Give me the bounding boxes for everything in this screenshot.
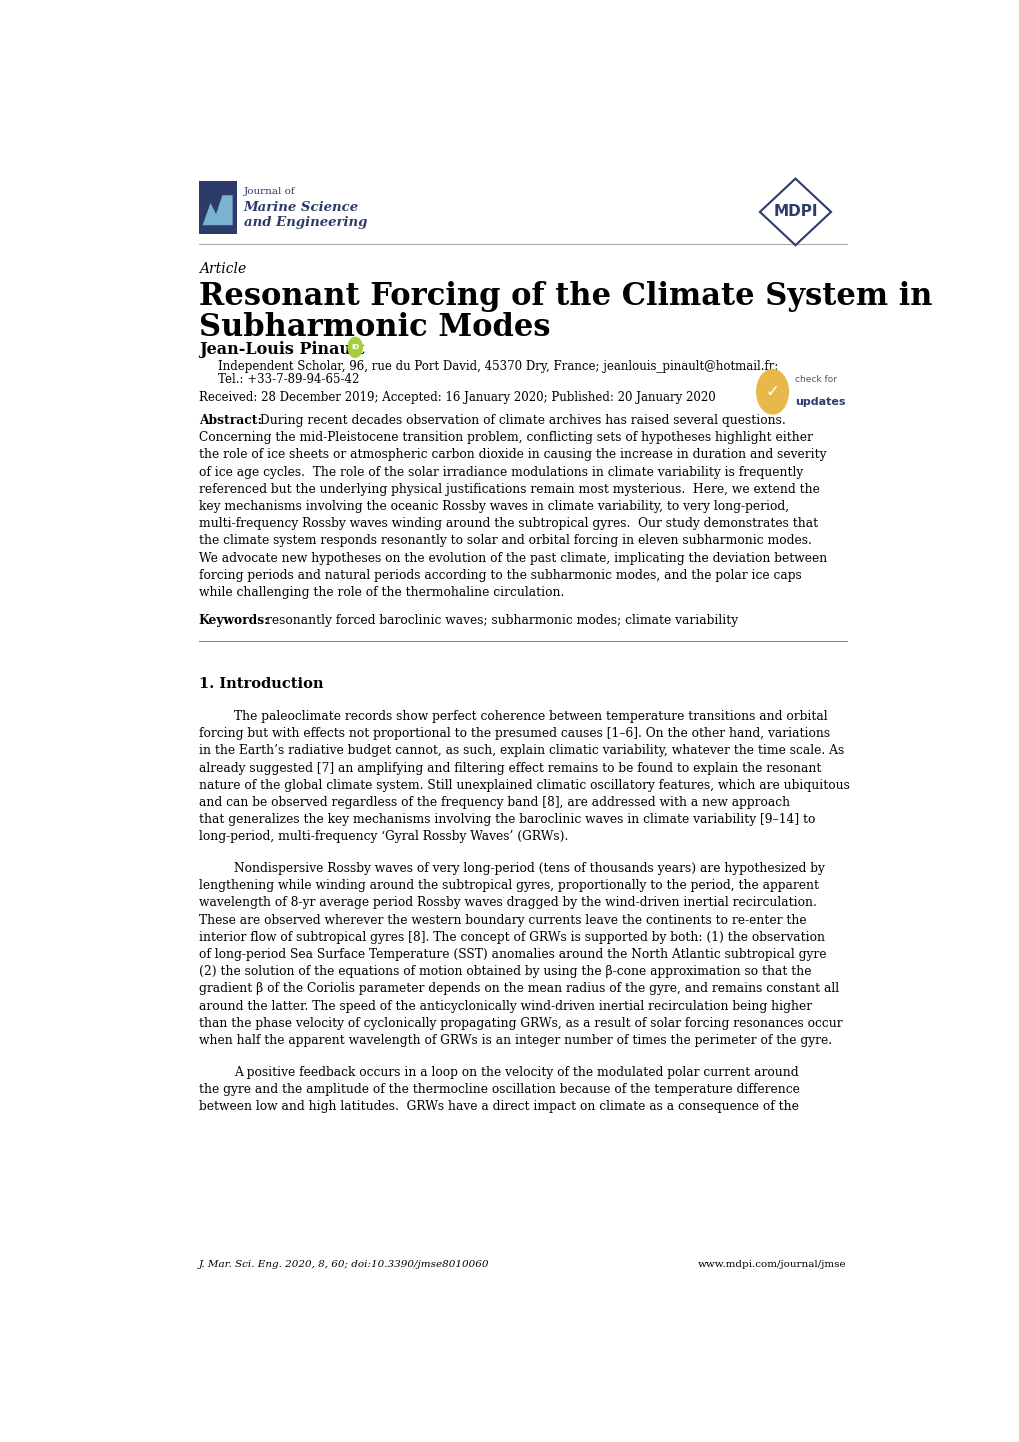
Text: forcing but with effects not proportional to the presumed causes [1–6]. On the o: forcing but with effects not proportiona…: [199, 727, 829, 740]
Text: MDPI: MDPI: [772, 205, 817, 219]
Text: These are observed wherever the western boundary currents leave the continents t: These are observed wherever the western …: [199, 914, 805, 927]
Text: of ice age cycles.  The role of the solar irradiance modulations in climate vari: of ice age cycles. The role of the solar…: [199, 466, 802, 479]
Text: the gyre and the amplitude of the thermocline oscillation because of the tempera: the gyre and the amplitude of the thermo…: [199, 1083, 799, 1096]
Text: Nondispersive Rossby waves of very long-period (tens of thousands years) are hyp: Nondispersive Rossby waves of very long-…: [234, 862, 824, 875]
Text: interior flow of subtropical gyres [8]. The concept of GRWs is supported by both: interior flow of subtropical gyres [8]. …: [199, 932, 823, 945]
Text: Tel.: +33-7-89-94-65-42: Tel.: +33-7-89-94-65-42: [218, 373, 360, 386]
Text: The paleoclimate records show perfect coherence between temperature transitions : The paleoclimate records show perfect co…: [234, 709, 827, 722]
Text: between low and high latitudes.  GRWs have a direct impact on climate as a conse: between low and high latitudes. GRWs hav…: [199, 1100, 798, 1113]
Circle shape: [756, 369, 788, 414]
Text: Journal of: Journal of: [244, 187, 296, 196]
Text: nature of the global climate system. Still unexplained climatic oscillatory feat: nature of the global climate system. Sti…: [199, 779, 849, 792]
Text: the role of ice sheets or atmospheric carbon dioxide in causing the increase in : the role of ice sheets or atmospheric ca…: [199, 448, 825, 461]
Circle shape: [347, 337, 362, 358]
Text: Article: Article: [199, 262, 246, 275]
Text: Received: 28 December 2019; Accepted: 16 January 2020; Published: 20 January 202: Received: 28 December 2019; Accepted: 16…: [199, 391, 714, 404]
Text: gradient β of the Coriolis parameter depends on the mean radius of the gyre, and: gradient β of the Coriolis parameter dep…: [199, 982, 838, 995]
Text: and Engineering: and Engineering: [244, 216, 367, 229]
Text: around the latter. The speed of the anticyclonically wind-driven inertial recirc: around the latter. The speed of the anti…: [199, 999, 811, 1012]
Text: ✓: ✓: [765, 382, 779, 401]
Text: wavelength of 8-yr average period Rossby waves dragged by the wind-driven inerti: wavelength of 8-yr average period Rossby…: [199, 897, 816, 910]
Text: www.mdpi.com/journal/jmse: www.mdpi.com/journal/jmse: [698, 1260, 846, 1269]
Text: During recent decades observation of climate archives has raised several questio: During recent decades observation of cli…: [260, 414, 786, 427]
Text: 1. Introduction: 1. Introduction: [199, 676, 323, 691]
Text: multi-frequency Rossby waves winding around the subtropical gyres.  Our study de: multi-frequency Rossby waves winding aro…: [199, 518, 817, 531]
Text: Abstract:: Abstract:: [199, 414, 262, 427]
Text: key mechanisms involving the oceanic Rossby waves in climate variability, to ver: key mechanisms involving the oceanic Ros…: [199, 500, 788, 513]
Text: Subharmonic Modes: Subharmonic Modes: [199, 311, 549, 343]
Text: Keywords:: Keywords:: [199, 614, 269, 627]
Text: Concerning the mid-Pleistocene transition problem, conflicting sets of hypothese: Concerning the mid-Pleistocene transitio…: [199, 431, 812, 444]
Text: (2) the solution of the equations of motion obtained by using the β-cone approxi: (2) the solution of the equations of mot…: [199, 965, 810, 978]
Text: than the phase velocity of cyclonically propagating GRWs, as a result of solar f: than the phase velocity of cyclonically …: [199, 1017, 842, 1030]
Text: the climate system responds resonantly to solar and orbital forcing in eleven su: the climate system responds resonantly t…: [199, 535, 811, 548]
Text: already suggested [7] an amplifying and filtering effect remains to be found to : already suggested [7] an amplifying and …: [199, 761, 820, 774]
Text: forcing periods and natural periods according to the subharmonic modes, and the : forcing periods and natural periods acco…: [199, 570, 801, 583]
Text: A positive feedback occurs in a loop on the velocity of the modulated polar curr: A positive feedback occurs in a loop on …: [234, 1066, 798, 1079]
Text: Independent Scholar, 96, rue du Port David, 45370 Dry, France; jeanlouis_pinault: Independent Scholar, 96, rue du Port Dav…: [218, 359, 779, 372]
Text: referenced but the underlying physical justifications remain most mysterious.  H: referenced but the underlying physical j…: [199, 483, 818, 496]
Text: while challenging the role of the thermohaline circulation.: while challenging the role of the thermo…: [199, 585, 564, 598]
Text: iD: iD: [351, 345, 359, 350]
Text: of long-period Sea Surface Temperature (SST) anomalies around the North Atlantic: of long-period Sea Surface Temperature (…: [199, 947, 825, 960]
Text: that generalizes the key mechanisms involving the baroclinic waves in climate va: that generalizes the key mechanisms invo…: [199, 813, 814, 826]
FancyBboxPatch shape: [199, 180, 236, 234]
Text: in the Earth’s radiative budget cannot, as such, explain climatic variability, w: in the Earth’s radiative budget cannot, …: [199, 744, 843, 757]
Text: updates: updates: [794, 398, 845, 407]
Text: lengthening while winding around the subtropical gyres, proportionally to the pe: lengthening while winding around the sub…: [199, 880, 818, 893]
Text: and can be observed regardless of the frequency band [8], are addressed with a n: and can be observed regardless of the fr…: [199, 796, 789, 809]
Text: Jean-Louis Pinault: Jean-Louis Pinault: [199, 340, 364, 358]
Text: long-period, multi-frequency ‘Gyral Rossby Waves’ (GRWs).: long-period, multi-frequency ‘Gyral Ross…: [199, 831, 568, 844]
Text: Resonant Forcing of the Climate System in: Resonant Forcing of the Climate System i…: [199, 281, 931, 311]
Text: Marine Science: Marine Science: [244, 200, 359, 213]
Text: check for: check for: [794, 375, 836, 384]
Polygon shape: [203, 195, 232, 225]
Text: We advocate new hypotheses on the evolution of the past climate, implicating the: We advocate new hypotheses on the evolut…: [199, 552, 826, 565]
Text: J. Mar. Sci. Eng. 2020, 8, 60; doi:10.3390/jmse8010060: J. Mar. Sci. Eng. 2020, 8, 60; doi:10.33…: [199, 1260, 489, 1269]
Text: resonantly forced baroclinic waves; subharmonic modes; climate variability: resonantly forced baroclinic waves; subh…: [266, 614, 737, 627]
Text: when half the apparent wavelength of GRWs is an integer number of times the peri: when half the apparent wavelength of GRW…: [199, 1034, 830, 1047]
